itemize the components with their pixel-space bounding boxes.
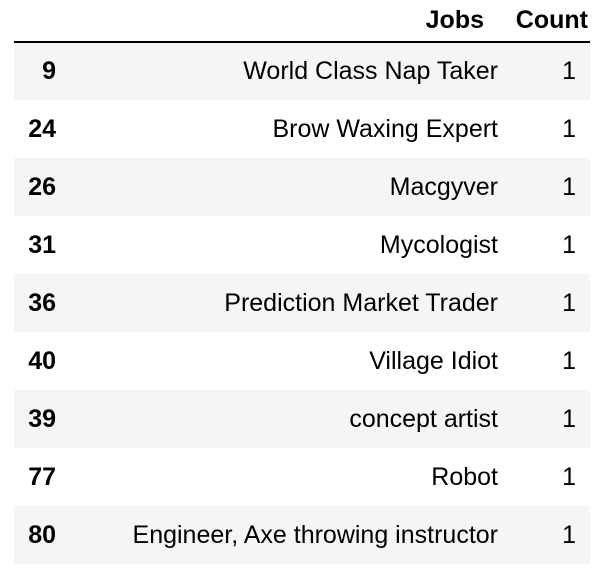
row-index: 77 xyxy=(28,462,56,491)
table-header: Jobs Count xyxy=(14,0,590,43)
cell-jobs: Prediction Market Trader xyxy=(224,288,498,317)
cell-count: 1 xyxy=(562,57,576,85)
cell-count: 1 xyxy=(562,404,576,433)
column-header-count: Count xyxy=(498,0,590,43)
cell-jobs: concept artist xyxy=(349,404,498,433)
table-row: 24 Brow Waxing Expert 1 xyxy=(14,100,590,158)
row-index: 36 xyxy=(28,288,56,317)
cell-jobs: Brow Waxing Expert xyxy=(272,114,498,143)
row-index: 80 xyxy=(28,520,56,549)
header-row: Jobs Count xyxy=(14,0,590,43)
column-header-jobs: Jobs xyxy=(66,0,498,43)
row-index: 39 xyxy=(28,404,56,433)
cell-count: 1 xyxy=(562,230,576,259)
cell-jobs: Village Idiot xyxy=(369,346,498,375)
table-row: 40 Village Idiot 1 xyxy=(14,332,590,390)
table-row: 36 Prediction Market Trader 1 xyxy=(14,274,590,332)
cell-count: 1 xyxy=(562,114,576,143)
table-row: 80 Engineer, Axe throwing instructor 1 xyxy=(14,506,590,564)
row-index: 9 xyxy=(42,57,56,85)
row-index: 40 xyxy=(28,346,56,375)
cell-count: 1 xyxy=(562,288,576,317)
cell-count: 1 xyxy=(562,172,576,201)
table-body: 9 World Class Nap Taker 1 24 Brow Waxing… xyxy=(14,42,590,564)
cell-jobs: Mycologist xyxy=(379,230,498,259)
table-row: 77 Robot 1 xyxy=(14,448,590,506)
index-header xyxy=(14,0,66,43)
cell-jobs: Macgyver xyxy=(389,172,498,201)
table-row: 26 Macgyver 1 xyxy=(14,158,590,216)
cell-count: 1 xyxy=(562,346,576,375)
cell-jobs: Robot xyxy=(431,462,498,491)
table-row: 9 World Class Nap Taker 1 xyxy=(14,42,590,100)
row-index: 31 xyxy=(28,230,56,259)
jobs-count-table: Jobs Count 9 World Class Nap Taker 1 24 … xyxy=(14,0,590,564)
table-row: 31 Mycologist 1 xyxy=(14,216,590,274)
row-index: 24 xyxy=(28,114,56,143)
row-index: 26 xyxy=(28,172,56,201)
cell-count: 1 xyxy=(562,462,576,491)
table-row: 39 concept artist 1 xyxy=(14,390,590,448)
cell-count: 1 xyxy=(562,520,576,549)
cell-jobs: Engineer, Axe throwing instructor xyxy=(132,520,498,549)
cell-jobs: World Class Nap Taker xyxy=(243,57,498,85)
